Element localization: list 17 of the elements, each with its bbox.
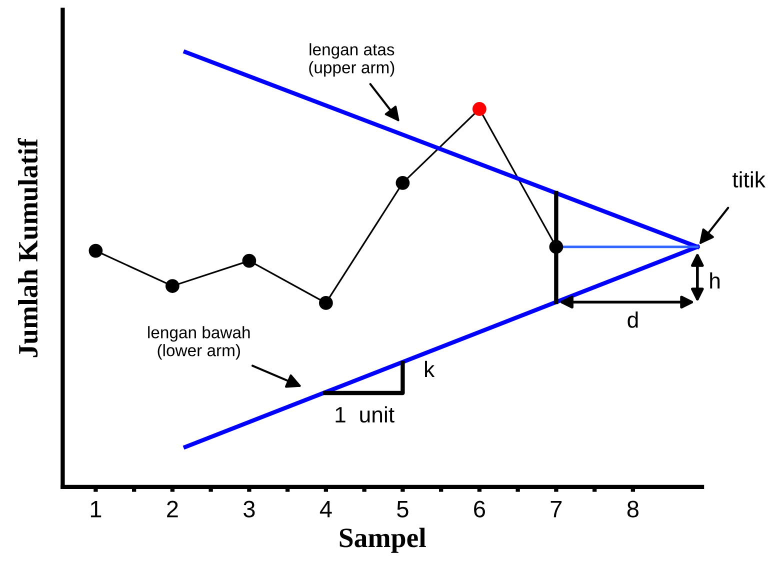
x-tick-label: 7	[550, 501, 562, 518]
annotation: lengan atas (upper arm)	[309, 43, 394, 77]
annotation: 1 unit	[336, 406, 394, 423]
x-tick-label: 5	[397, 501, 408, 518]
annotation: lengan bawah (lower arm)	[148, 326, 250, 360]
y-axis-title: Jumlah Kumulatif	[18, 138, 38, 358]
x-tick-label: 3	[244, 500, 255, 518]
text: h	[710, 272, 720, 288]
x-axis-title: Sampel	[340, 528, 426, 553]
annotation: d	[628, 312, 638, 328]
x-tick-label: 2	[167, 500, 178, 518]
x-tick-label: 6	[474, 500, 485, 518]
x-tick-label: 1	[90, 501, 102, 518]
x-tick-label: 8	[627, 500, 638, 518]
annotation: titik	[732, 171, 766, 188]
x-tick-label: 4	[320, 501, 332, 518]
annotation: k	[425, 360, 435, 378]
